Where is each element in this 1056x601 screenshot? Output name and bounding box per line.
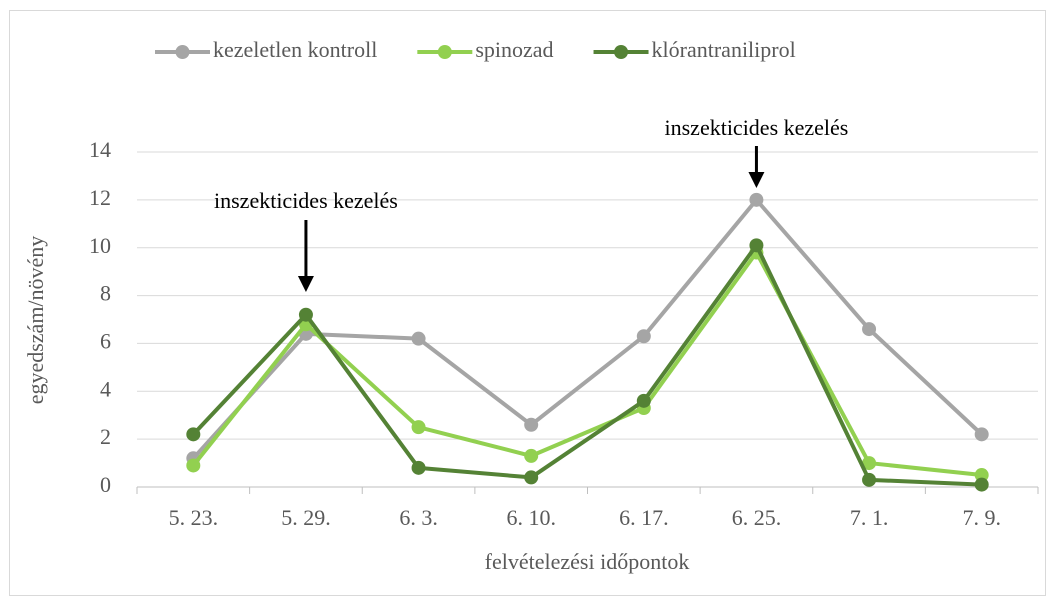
annotation-arrow-head [297,276,314,292]
x-tick-label: 7. 1. [850,505,889,530]
y-tick-label: 12 [89,185,111,210]
x-axis-title: felvételezési időpontok [485,549,690,574]
legend-marker [614,45,629,59]
x-tick-label: 6. 25. [732,505,782,530]
point [636,329,651,344]
point [524,448,539,463]
point [186,458,201,473]
series-line [191,243,982,487]
x-tick-label: 6. 10. [506,505,556,530]
point [974,427,989,442]
x-tick-label: 7. 9. [962,505,1001,530]
point [862,322,877,337]
legend-label: kezeletlen kontroll [213,37,377,62]
y-tick-label: 14 [89,137,111,162]
point [411,331,426,346]
point [411,460,426,475]
y-axis-title: egyedszám/növény [23,236,48,405]
point [974,468,989,483]
point [186,427,201,442]
annotation-arrow-head [748,172,765,188]
point [524,417,539,432]
y-tick-label: 10 [89,233,111,258]
series-line [191,197,984,460]
x-tick-label: 5. 29. [281,505,331,530]
legend-marker [437,45,452,59]
point [636,393,651,408]
y-tick-label: 0 [100,472,111,497]
annotation-text: inszekticides kezelés [665,115,849,140]
legend-label: spinozad [475,37,553,62]
point [749,238,764,253]
point [862,472,877,487]
y-tick-label: 8 [100,281,111,306]
annotation-text: inszekticides kezelés [214,188,398,213]
y-tick-label: 4 [100,376,111,401]
point [749,192,764,207]
point [524,470,539,485]
point [298,307,313,322]
x-tick-label: 6. 3. [399,505,438,530]
point [411,420,426,435]
x-tick-label: 5. 23. [169,505,219,530]
point [862,456,877,471]
x-tick-label: 6. 17. [619,505,669,530]
y-tick-label: 6 [100,328,111,353]
y-tick-label: 2 [100,424,111,449]
legend-marker [175,45,190,59]
legend-label: klórantraniliprol [652,37,796,62]
point [974,477,989,492]
chart-frame [9,10,1046,596]
